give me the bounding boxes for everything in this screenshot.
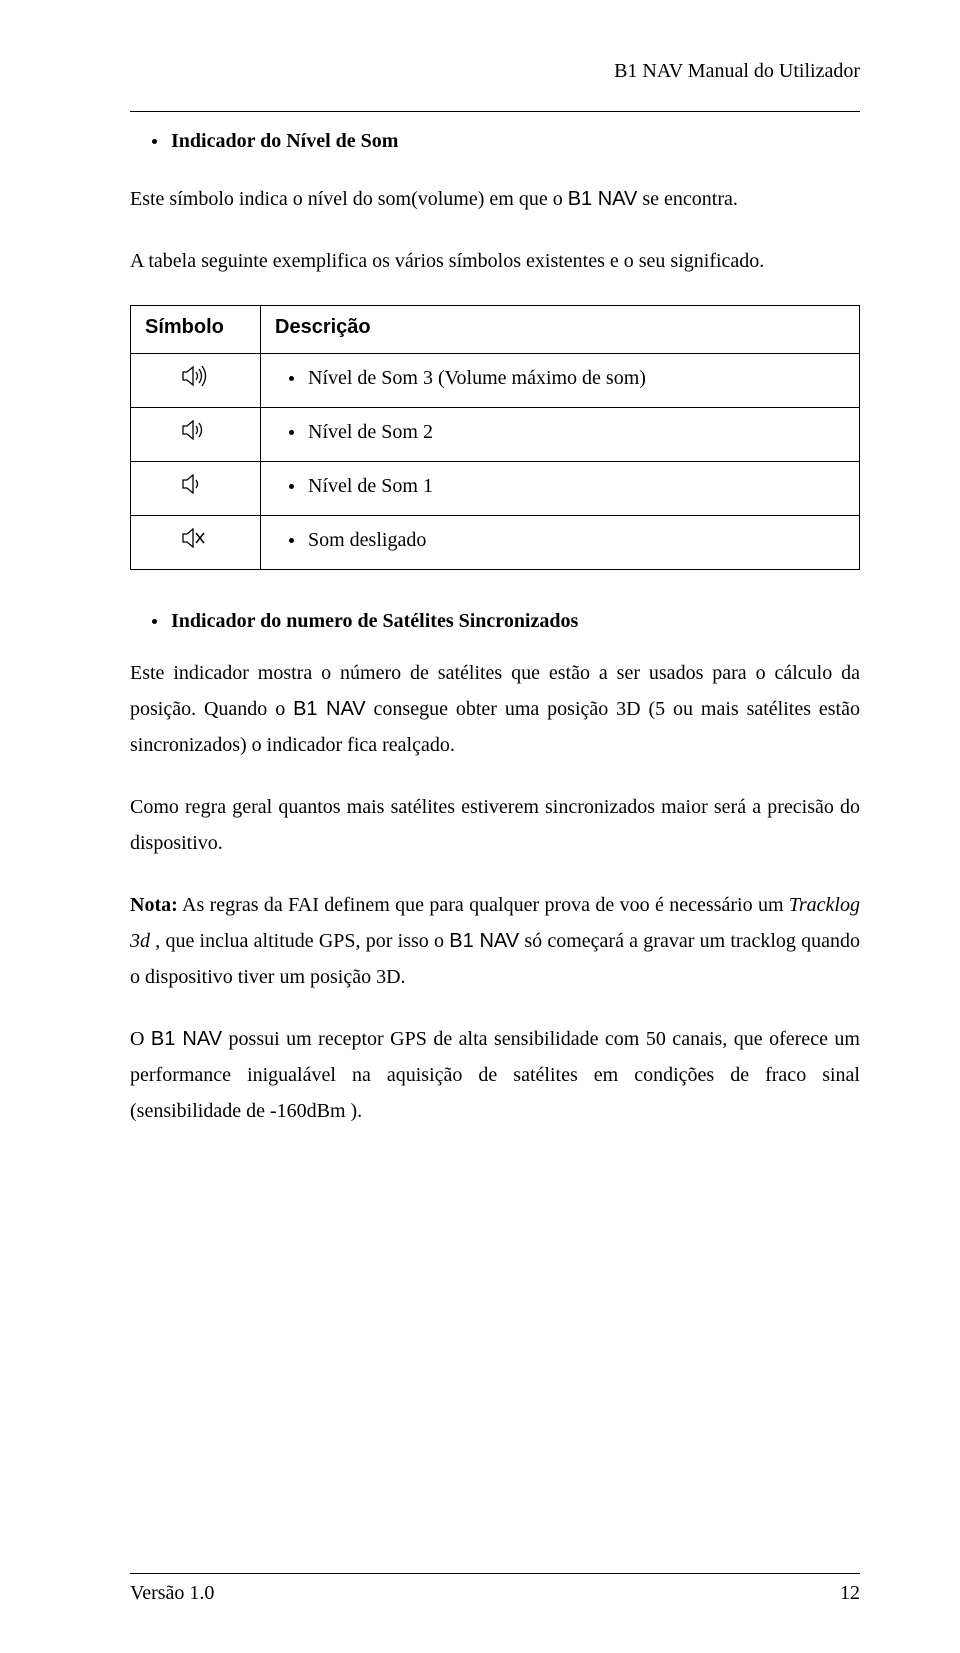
row-text: Nível de Som 2 [308,421,433,444]
description-cell: Nível de Som 3 (Volume máximo de som) [261,354,860,408]
footer-rule [130,1573,860,1574]
bullet-dot [289,430,294,435]
col-header-symbol: Símbolo [131,306,261,354]
table-row: Som desligado [131,516,860,570]
bullet-dot [152,139,157,144]
sound-symbols-table: Símbolo Descrição Nível [130,305,860,570]
row-text: Som desligado [308,529,426,552]
paragraph-6: O B1 NAV possui um receptor GPS de alta … [130,1021,860,1129]
description-cell: Nível de Som 1 [261,462,860,516]
speaker-1-icon [181,483,211,500]
section-heading-sound: Indicador do Nível de Som [152,130,860,153]
table-row: Nível de Som 3 (Volume máximo de som) [131,354,860,408]
footer-version: Versão 1.0 [130,1582,214,1605]
note-label: Nota: [130,894,178,916]
symbol-cell [131,462,261,516]
product-token: B1 NAV [568,188,638,210]
col-header-description: Descrição [261,306,860,354]
header-rule [130,111,860,112]
footer-page-number: 12 [840,1582,860,1605]
page-footer: Versão 1.0 12 [130,1573,860,1605]
bullet-dot [289,538,294,543]
bullet-dot [289,376,294,381]
page-header-right: B1 NAV Manual do Utilizador [130,60,860,83]
paragraph-3: Este indicador mostra o número de satéli… [130,655,860,763]
row-text: Nível de Som 1 [308,475,433,498]
speaker-3-icon [181,375,211,392]
heading-text: Indicador do Nível de Som [171,130,398,152]
paragraph-5-note: Nota: As regras da FAI definem que para … [130,887,860,995]
row-text: Nível de Som 3 (Volume máximo de som) [308,367,646,390]
description-cell: Nível de Som 2 [261,408,860,462]
table-header-row: Símbolo Descrição [131,306,860,354]
heading-text: Indicador do numero de Satélites Sincron… [171,610,578,633]
bullet-dot [152,619,157,624]
table-row: Nível de Som 1 [131,462,860,516]
product-token: B1 NAV [293,698,366,720]
speaker-2-icon [181,429,211,446]
bullet-dot [289,484,294,489]
symbol-cell [131,408,261,462]
product-token: B1 NAV [449,930,519,952]
paragraph-1: Este símbolo indica o nível do som(volum… [130,181,860,217]
symbol-cell [131,516,261,570]
section-heading-satellites: Indicador do numero de Satélites Sincron… [152,610,860,633]
product-token: B1 NAV [151,1028,222,1050]
paragraph-4: Como regra geral quantos mais satélites … [130,789,860,861]
symbol-cell [131,354,261,408]
paragraph-2: A tabela seguinte exemplifica os vários … [130,243,860,279]
description-cell: Som desligado [261,516,860,570]
speaker-mute-icon [181,537,211,554]
table-row: Nível de Som 2 [131,408,860,462]
